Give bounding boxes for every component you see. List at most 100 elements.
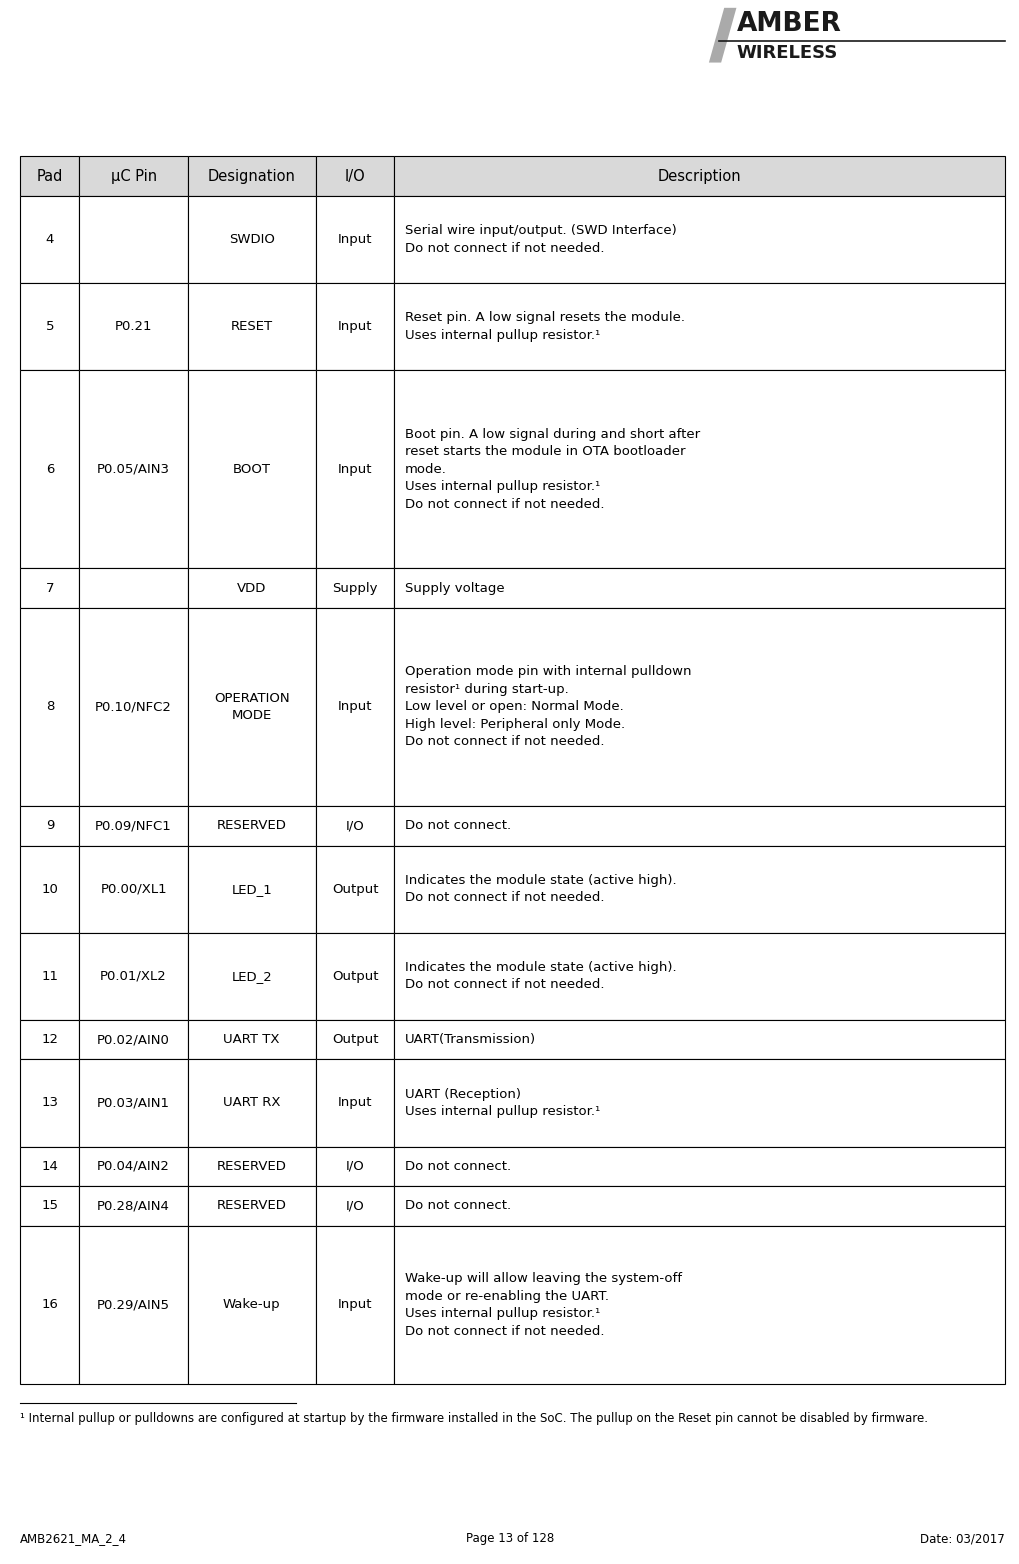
Bar — [20, 608, 79, 805]
Bar — [187, 283, 316, 371]
Bar — [316, 196, 394, 283]
Bar — [316, 283, 394, 371]
Text: Indicates the module state (active high).
Do not connect if not needed.: Indicates the module state (active high)… — [405, 874, 676, 904]
Bar — [20, 283, 79, 371]
Bar — [316, 1226, 394, 1384]
Bar — [79, 568, 187, 608]
Text: UART TX: UART TX — [223, 1034, 279, 1046]
Text: RESERVED: RESERVED — [217, 820, 286, 832]
Bar — [79, 156, 187, 196]
Text: WIRELESS: WIRELESS — [736, 44, 837, 63]
Text: 4: 4 — [46, 233, 54, 246]
Bar — [394, 283, 1004, 371]
Bar — [79, 608, 187, 805]
Text: P0.01/XL2: P0.01/XL2 — [100, 970, 167, 982]
Bar — [79, 371, 187, 568]
Text: Output: Output — [331, 970, 378, 982]
Bar — [394, 1226, 1004, 1384]
Bar — [316, 196, 394, 283]
Text: Operation mode pin with internal pulldown
resistor¹ during start-up.
Low level o: Operation mode pin with internal pulldow… — [405, 665, 691, 749]
Text: Pad: Pad — [37, 169, 63, 183]
Bar — [187, 846, 316, 932]
Text: UART (Reception)
Uses internal pullup resistor.¹: UART (Reception) Uses internal pullup re… — [405, 1087, 599, 1118]
Bar — [394, 805, 1004, 846]
Bar — [79, 1186, 187, 1226]
Text: AMBER: AMBER — [736, 11, 841, 38]
Bar — [316, 1186, 394, 1226]
Bar — [79, 1146, 187, 1186]
Bar — [394, 371, 1004, 568]
Bar — [187, 1226, 316, 1384]
Bar — [79, 1059, 187, 1146]
Bar — [20, 1059, 79, 1146]
Bar — [79, 846, 187, 932]
Text: Boot pin. A low signal during and short after
reset starts the module in OTA boo: Boot pin. A low signal during and short … — [405, 429, 699, 511]
Bar — [20, 1146, 79, 1186]
Bar — [79, 1020, 187, 1059]
Text: Page 13 of 128: Page 13 of 128 — [466, 1533, 553, 1545]
Text: Input: Input — [337, 463, 372, 475]
Text: Do not connect.: Do not connect. — [405, 820, 511, 832]
Bar — [394, 1226, 1004, 1384]
Bar — [316, 1020, 394, 1059]
Text: 5: 5 — [46, 321, 54, 333]
Polygon shape — [708, 8, 736, 63]
Text: P0.02/AIN0: P0.02/AIN0 — [97, 1034, 170, 1046]
Bar — [79, 932, 187, 1020]
Bar — [20, 196, 79, 283]
Text: UART(Transmission): UART(Transmission) — [405, 1034, 535, 1046]
Text: P0.21: P0.21 — [115, 321, 152, 333]
Text: P0.05/AIN3: P0.05/AIN3 — [97, 463, 170, 475]
Text: VDD: VDD — [236, 582, 266, 594]
Bar — [394, 1186, 1004, 1226]
Text: LED_2: LED_2 — [231, 970, 272, 982]
Bar — [394, 1146, 1004, 1186]
Text: LED_1: LED_1 — [231, 882, 272, 896]
Bar — [394, 196, 1004, 283]
Bar — [79, 608, 187, 805]
Text: Do not connect.: Do not connect. — [405, 1160, 511, 1173]
Text: μC Pin: μC Pin — [110, 169, 157, 183]
Bar — [394, 283, 1004, 371]
Bar — [20, 932, 79, 1020]
Bar — [187, 932, 316, 1020]
Text: ¹ Internal pullup or pulldowns are configured at startup by the firmware install: ¹ Internal pullup or pulldowns are confi… — [20, 1412, 927, 1425]
Text: Input: Input — [337, 233, 372, 246]
Text: Supply: Supply — [332, 582, 377, 594]
Bar — [316, 283, 394, 371]
Bar — [187, 1226, 316, 1384]
Bar — [79, 568, 187, 608]
Bar — [187, 1059, 316, 1146]
Bar — [394, 1059, 1004, 1146]
Bar — [79, 371, 187, 568]
Bar — [316, 805, 394, 846]
Bar — [79, 1226, 187, 1384]
Text: P0.03/AIN1: P0.03/AIN1 — [97, 1096, 170, 1109]
Bar — [79, 156, 187, 196]
Bar — [20, 1226, 79, 1384]
Text: Designation: Designation — [208, 169, 296, 183]
Text: UART RX: UART RX — [223, 1096, 280, 1109]
Bar — [20, 568, 79, 608]
Bar — [79, 1226, 187, 1384]
Bar — [394, 1146, 1004, 1186]
Text: Serial wire input/output. (SWD Interface)
Do not connect if not needed.: Serial wire input/output. (SWD Interface… — [405, 224, 676, 255]
Bar — [20, 1020, 79, 1059]
Bar — [20, 196, 79, 283]
Bar — [316, 805, 394, 846]
Bar — [316, 1226, 394, 1384]
Bar — [20, 1020, 79, 1059]
Text: I/O: I/O — [345, 820, 364, 832]
Bar — [316, 1146, 394, 1186]
Text: Input: Input — [337, 701, 372, 713]
Bar — [394, 568, 1004, 608]
Text: I/O: I/O — [345, 1200, 364, 1212]
Text: Wake-up will allow leaving the system-off
mode or re-enabling the UART.
Uses int: Wake-up will allow leaving the system-of… — [405, 1272, 681, 1337]
Bar — [187, 805, 316, 846]
Text: 10: 10 — [42, 882, 58, 896]
Bar — [79, 1186, 187, 1226]
Bar — [79, 1146, 187, 1186]
Bar — [187, 805, 316, 846]
Bar — [394, 608, 1004, 805]
Bar — [187, 568, 316, 608]
